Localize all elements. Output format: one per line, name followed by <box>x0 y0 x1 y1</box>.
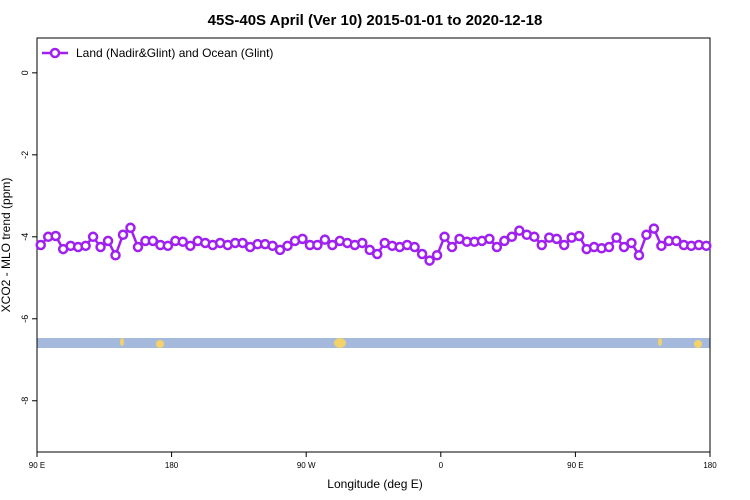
point <box>102 235 114 247</box>
point <box>409 241 420 253</box>
x-tick-label: 180 <box>165 461 179 470</box>
point <box>626 237 637 249</box>
point <box>282 240 293 252</box>
point <box>327 239 338 251</box>
point <box>424 255 435 266</box>
x-axis-label: Longitude (deg E) <box>327 477 422 491</box>
point <box>185 240 196 252</box>
point <box>603 241 615 253</box>
point <box>484 233 495 245</box>
point <box>573 230 585 242</box>
point <box>297 233 308 245</box>
point <box>641 229 652 241</box>
point <box>147 235 159 247</box>
point <box>80 240 91 252</box>
legend-marker <box>49 47 61 59</box>
point <box>656 240 667 252</box>
point <box>50 230 61 242</box>
point <box>536 239 547 251</box>
x-tick-label: 90 E <box>29 461 45 470</box>
point <box>177 236 189 247</box>
point <box>312 239 323 251</box>
y-tick-label: -8 <box>20 397 30 405</box>
point <box>558 239 570 251</box>
chart-title: 45S-40S April (Ver 10) 2015-01-01 to 202… <box>208 12 543 29</box>
point <box>125 222 136 234</box>
point <box>95 241 106 253</box>
point <box>132 241 144 253</box>
point <box>110 249 121 261</box>
point <box>701 240 712 252</box>
point <box>648 223 660 234</box>
point <box>439 231 450 243</box>
point <box>267 240 278 252</box>
x-tick-label: 90 W <box>297 461 316 470</box>
point <box>357 237 368 249</box>
point <box>633 249 645 261</box>
legend-label: Land (Nadir&Glint) and Ocean (Glint) <box>76 46 273 60</box>
point <box>431 249 443 261</box>
point <box>237 237 248 249</box>
point <box>162 240 174 252</box>
point <box>371 248 383 260</box>
point <box>274 244 286 256</box>
point <box>87 231 99 243</box>
point <box>319 234 331 245</box>
y-tick-label: -2 <box>20 151 30 159</box>
y-tick-label: -4 <box>20 233 30 241</box>
x-tick-label: 0 <box>439 461 444 470</box>
point <box>364 244 376 256</box>
point <box>506 231 518 243</box>
point <box>611 232 622 243</box>
point <box>491 241 503 253</box>
x-tick-label: 180 <box>703 461 717 470</box>
point <box>671 235 682 247</box>
y-tick-label: -6 <box>20 315 30 323</box>
point <box>618 241 630 253</box>
x-tick-label: 90 E <box>567 461 583 470</box>
point <box>499 235 510 247</box>
point <box>514 225 525 236</box>
y-tick-label: 0 <box>20 70 30 75</box>
point <box>416 248 428 260</box>
y-axis-label: XCO2 - MLO trend (ppm) <box>0 178 13 313</box>
point <box>446 241 458 253</box>
point <box>117 229 129 241</box>
map-strip <box>37 338 710 348</box>
point <box>551 233 562 245</box>
point <box>529 231 540 243</box>
point <box>35 239 46 251</box>
